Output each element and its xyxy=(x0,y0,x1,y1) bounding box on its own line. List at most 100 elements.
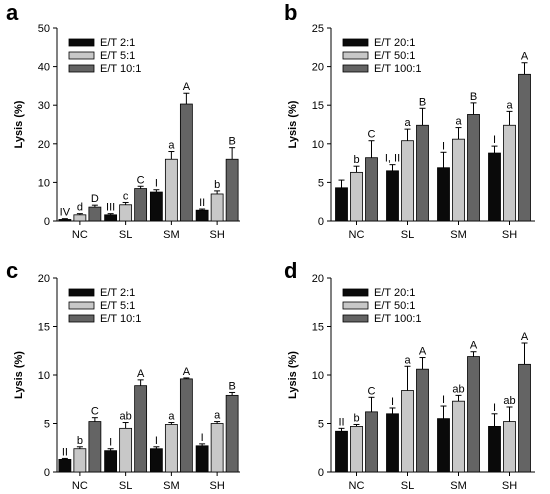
significance-label: a xyxy=(168,411,175,423)
legend-swatch xyxy=(68,51,95,60)
significance-label: I xyxy=(201,432,204,444)
y-axis-label: Lysis (%) xyxy=(287,100,299,148)
bar xyxy=(58,458,72,473)
legend-swatch xyxy=(342,38,369,47)
x-tick-label: SH xyxy=(209,480,224,492)
bar xyxy=(401,390,414,473)
significance-label: B xyxy=(228,380,235,392)
significance-label: I xyxy=(155,178,158,190)
y-tick-label: 10 xyxy=(38,177,50,189)
bar xyxy=(195,445,209,473)
significance-label: IV xyxy=(60,207,71,219)
bar xyxy=(386,170,399,222)
y-axis-label: Lysis (%) xyxy=(13,351,25,399)
significance-label: D xyxy=(91,193,99,205)
x-tick-label: SM xyxy=(450,229,467,241)
significance-label: A xyxy=(183,81,191,93)
bar xyxy=(73,214,87,222)
legend-swatch xyxy=(342,51,369,60)
bar xyxy=(518,363,531,473)
panel-letter: d xyxy=(284,258,297,283)
significance-label: ab xyxy=(503,395,515,407)
y-tick-label: 10 xyxy=(38,370,50,382)
bar xyxy=(149,448,163,473)
legend-label: E/T 10:1 xyxy=(100,63,141,75)
bar xyxy=(437,418,450,473)
legend-label: E/T 100:1 xyxy=(374,313,422,325)
bar xyxy=(179,378,193,473)
significance-label: b xyxy=(353,412,359,424)
bar xyxy=(58,219,72,222)
y-tick-label: 20 xyxy=(38,139,50,151)
y-tick-label: 0 xyxy=(44,467,50,479)
y-tick-label: 5 xyxy=(318,177,324,189)
x-tick-label: SM xyxy=(450,480,467,492)
legend-swatch xyxy=(342,288,369,297)
legend-label: E/T 20:1 xyxy=(374,287,415,299)
x-tick-label: SL xyxy=(119,480,132,492)
significance-label: B xyxy=(228,136,235,148)
significance-label: I xyxy=(493,402,496,414)
bar xyxy=(119,427,133,473)
y-tick-label: 5 xyxy=(318,419,324,431)
significance-label: b xyxy=(353,154,359,166)
significance-label: I, II xyxy=(385,153,400,165)
legend-swatch xyxy=(342,301,369,310)
legend-swatch xyxy=(68,288,95,297)
panel-letter: a xyxy=(6,0,19,25)
x-tick-label: SL xyxy=(401,480,414,492)
significance-label: I xyxy=(442,394,445,406)
bar xyxy=(225,158,239,222)
y-tick-label: 20 xyxy=(38,273,50,285)
bar xyxy=(149,191,163,222)
legend-label: E/T 50:1 xyxy=(374,300,415,312)
significance-label: A xyxy=(521,51,529,63)
bar xyxy=(350,426,363,473)
bar xyxy=(401,140,414,222)
y-tick-label: 0 xyxy=(318,467,324,479)
bar xyxy=(503,421,516,473)
y-tick-label: 0 xyxy=(44,216,50,228)
bar xyxy=(104,214,118,222)
significance-label: a xyxy=(404,354,411,366)
significance-label: I xyxy=(109,437,112,449)
significance-label: A xyxy=(470,340,478,352)
x-tick-label: SL xyxy=(119,229,132,241)
y-tick-label: 30 xyxy=(38,100,50,112)
significance-label: ab xyxy=(120,411,132,423)
y-tick-label: 10 xyxy=(312,139,324,151)
significance-label: I xyxy=(155,435,158,447)
legend-swatch xyxy=(68,314,95,323)
bar xyxy=(134,188,148,222)
significance-label: II xyxy=(62,446,68,458)
bar xyxy=(88,421,102,473)
bar xyxy=(467,356,480,473)
significance-label: a xyxy=(404,117,411,129)
bar xyxy=(416,368,429,473)
significance-label: II xyxy=(338,416,344,428)
x-tick-label: SH xyxy=(502,480,517,492)
bar xyxy=(164,158,178,222)
significance-label: A xyxy=(521,331,529,343)
y-tick-label: 10 xyxy=(312,370,324,382)
legend-swatch xyxy=(342,314,369,323)
significance-label: I xyxy=(391,396,394,408)
bar xyxy=(104,450,118,473)
x-tick-label: NC xyxy=(72,229,88,241)
bar xyxy=(503,124,516,222)
bar xyxy=(195,209,209,222)
bar xyxy=(365,157,378,222)
significance-label: III xyxy=(106,202,115,214)
bar xyxy=(452,400,465,473)
bar xyxy=(134,385,148,473)
significance-label: C xyxy=(91,406,99,418)
significance-label: a xyxy=(455,116,462,128)
bar xyxy=(437,167,450,222)
y-axis-label: Lysis (%) xyxy=(287,351,299,399)
legend-label: E/T 100:1 xyxy=(374,63,422,75)
y-tick-label: 25 xyxy=(312,23,324,35)
significance-label: I xyxy=(493,134,496,146)
